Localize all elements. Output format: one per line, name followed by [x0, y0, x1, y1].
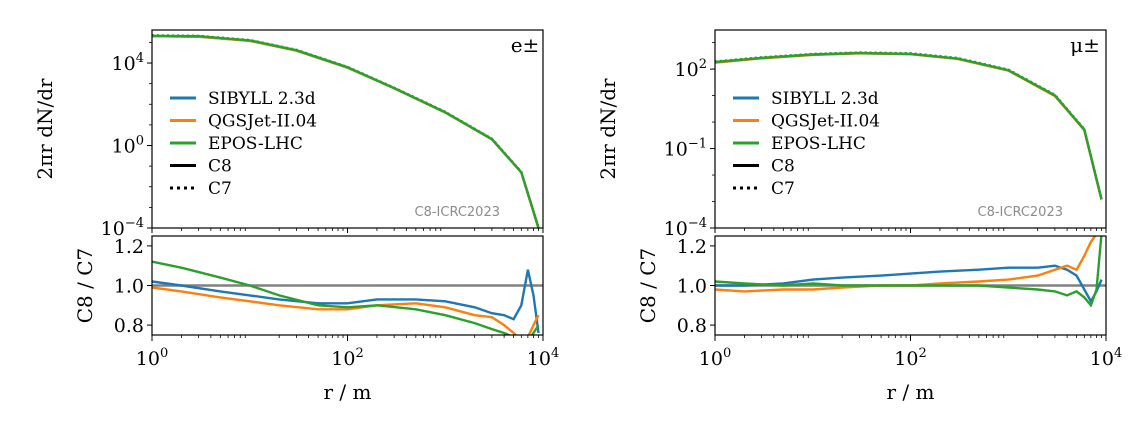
main-ytick-label: 10−4 [101, 216, 144, 240]
ratio-series-epos-lhc [715, 236, 1103, 308]
main-ylabel-text: 2πr dN/dr [596, 78, 620, 180]
legend-entry-qgsjet-ii-04: QGSJet-II.04 [170, 112, 317, 132]
xtick-label: 100 [136, 346, 168, 370]
main-series-epos-lhc [715, 51, 1103, 200]
main-ytick-label: 102 [675, 57, 707, 81]
legend-entry-qgsjet-ii-04: QGSJet-II.04 [733, 112, 880, 132]
legend-label: C7 [771, 179, 795, 199]
particle-label: e± [511, 33, 540, 57]
ratio-series-sibyll-2-3d [152, 269, 540, 334]
left-panel: 104 100 10−4 2πr dN/dr e± C8-ICRC2023 SIBYLL 2… [33, 29, 559, 404]
xtick-label: 104 [527, 346, 559, 370]
legend-label: C7 [208, 179, 232, 199]
xtick-label: 104 [1090, 346, 1122, 370]
legend-entry-epos-lhc: EPOS-LHC [170, 134, 303, 154]
legend-label: C8 [208, 157, 232, 177]
watermark: C8-ICRC2023 [415, 205, 501, 220]
legend-entry-c8: C8 [733, 157, 795, 177]
main-plot-area [715, 51, 1103, 200]
ratio-ytick-label: 1.0 [114, 276, 144, 298]
right-panel: 102 10−1 10−4 2πr dN/dr μ± C8-ICRC2023 SIBYLL … [596, 29, 1122, 404]
legend-label: QGSJet-II.04 [771, 112, 880, 132]
ratio-ylabel: C8 / C7 [636, 248, 660, 324]
legend-label: SIBYLL 2.3d [208, 89, 316, 109]
legend-label: EPOS-LHC [771, 134, 866, 154]
legend-label: QGSJet-II.04 [208, 112, 317, 132]
xlabel: r / m [324, 380, 372, 404]
ratio-ylabel-text: C8 / C7 [636, 248, 660, 324]
legend-entry-sibyll-2-3d: SIBYLL 2.3d [170, 89, 316, 109]
main-series-epos-lhc [152, 34, 540, 228]
main-ylabel-text: 2πr dN/dr [33, 78, 57, 180]
ratio-ytick-label: 1.2 [677, 236, 707, 258]
xlabel: r / m [887, 380, 935, 404]
ratio-ytick-label: 1.0 [677, 276, 707, 298]
ratio-ytick-label: 0.8 [677, 315, 707, 337]
legend-entry-epos-lhc: EPOS-LHC [733, 134, 866, 154]
xtick-label: 102 [331, 346, 363, 370]
legend-entry-c7: C7 [733, 179, 795, 199]
ratio-series-qgsjet-ii-04 [715, 236, 1097, 293]
main-ytick-label: 10−1 [664, 137, 707, 161]
ratio-plot-area [152, 260, 543, 335]
particle-label: μ± [1070, 33, 1100, 57]
main-ytick-label: 100 [112, 134, 144, 158]
ratio-series-sibyll-2-3d [715, 264, 1103, 304]
ratio-ytick-label: 0.8 [114, 315, 144, 337]
ratio-series-epos-lhc [152, 260, 540, 335]
xtick-label: 102 [894, 346, 926, 370]
main-ylabel: 2πr dN/dr [33, 78, 57, 180]
ratio-ylabel-text: C8 / C7 [73, 248, 97, 324]
ratio-series-qgsjet-ii-04 [152, 286, 540, 335]
ratio-plot-area [715, 236, 1106, 308]
legend-entry-c8: C8 [170, 157, 232, 177]
legend-label: EPOS-LHC [208, 134, 303, 154]
watermark: C8-ICRC2023 [978, 205, 1064, 220]
main-ylabel: 2πr dN/dr [596, 78, 620, 180]
main-ytick-label: 10−4 [664, 216, 707, 240]
ratio-ylabel: C8 / C7 [73, 248, 97, 324]
ratio-ytick-label: 1.2 [114, 236, 144, 258]
main-ytick-label: 104 [112, 51, 144, 75]
legend-entry-sibyll-2-3d: SIBYLL 2.3d [733, 89, 879, 109]
legend-label: C8 [771, 157, 795, 177]
main-plot-area [152, 34, 540, 228]
legend-label: SIBYLL 2.3d [771, 89, 879, 109]
xtick-label: 100 [699, 346, 731, 370]
legend-entry-c7: C7 [170, 179, 232, 199]
